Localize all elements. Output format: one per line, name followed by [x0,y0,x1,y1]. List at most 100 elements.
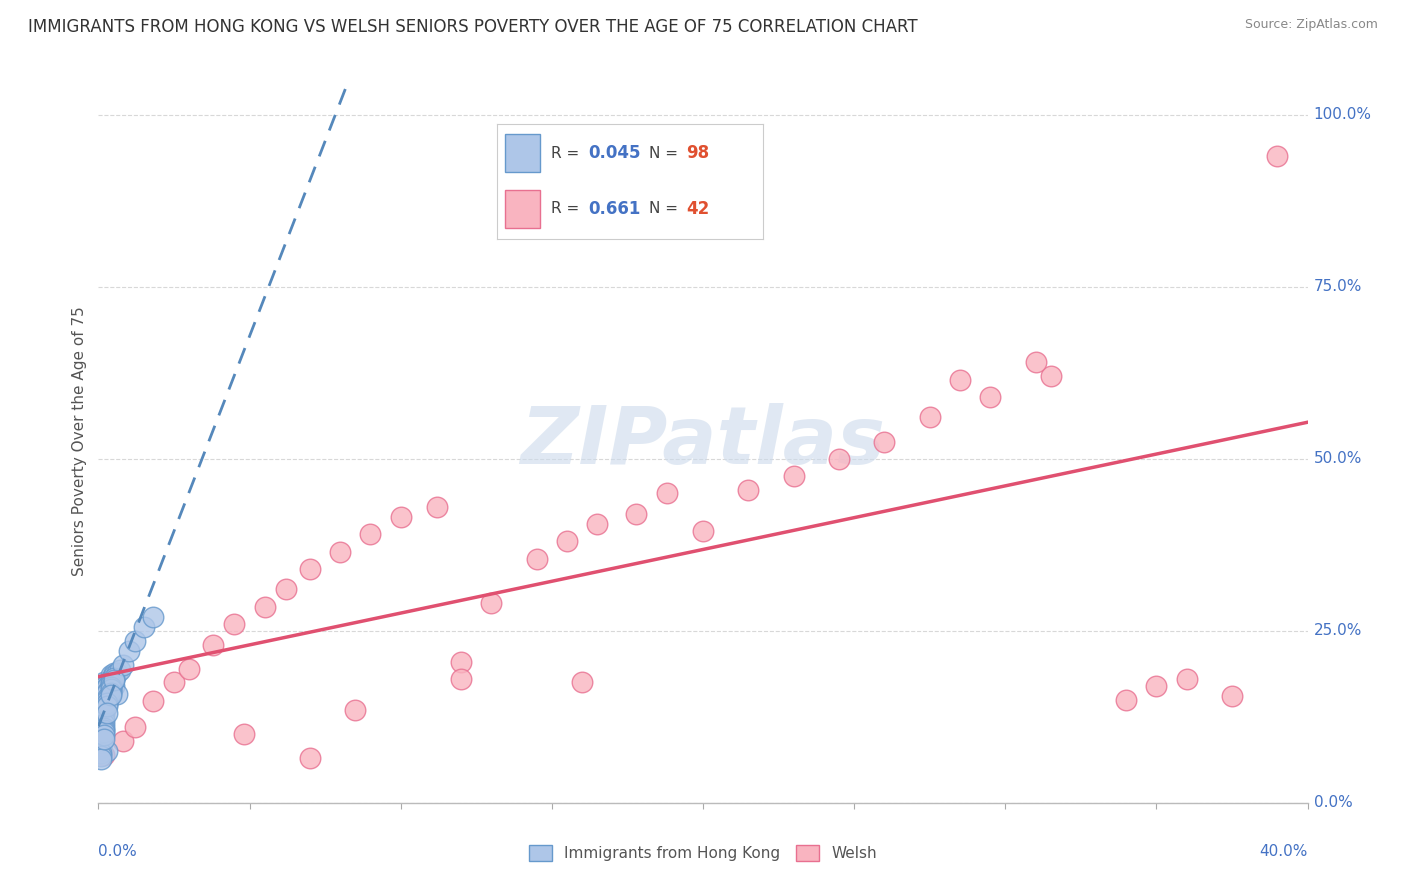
Point [100,677,122,691]
Point [93,725,115,739]
Point [1039,369,1062,384]
Point [103,670,125,684]
Point [90,746,112,760]
Point [100,673,122,688]
Point [96,680,118,694]
Point [93,728,115,742]
Text: ZIPatlas: ZIPatlas [520,402,886,481]
Point [93,723,115,737]
Point [90,752,112,766]
Point [103,679,125,693]
Point [586,517,609,532]
Point [692,524,714,538]
Point [163,675,186,690]
Point [93,721,115,735]
Point [93,697,115,711]
Point [93,692,115,706]
Point [100,680,122,694]
Point [96,699,118,714]
Text: Source: ZipAtlas.com: Source: ZipAtlas.com [1244,18,1378,31]
Point [1175,672,1198,686]
Point [93,689,115,703]
Point [103,666,125,681]
Point [96,682,118,697]
Point [90,736,112,750]
Point [202,638,225,652]
Point [555,534,578,549]
Point [93,703,115,717]
Point [90,741,112,756]
Point [100,672,122,686]
Point [100,684,122,698]
Point [96,696,118,710]
Point [100,674,122,689]
Point [655,486,678,500]
Point [90,739,112,753]
Point [274,582,297,597]
Point [90,722,112,736]
Point [360,527,382,541]
Point [90,711,112,725]
Point [90,699,112,714]
Point [100,682,122,697]
Point [124,634,146,648]
Text: 0.0%: 0.0% [98,844,138,859]
Point [111,658,134,673]
Point [93,690,115,705]
Point [1220,689,1243,703]
Point [90,706,112,721]
Point [100,675,122,690]
Point [96,680,118,694]
Point [96,694,118,708]
Point [90,727,112,741]
Point [90,710,112,724]
Point [90,716,112,731]
Point [179,662,201,676]
Text: IMMIGRANTS FROM HONG KONG VS WELSH SENIORS POVERTY OVER THE AGE OF 75 CORRELATIO: IMMIGRANTS FROM HONG KONG VS WELSH SENIO… [28,18,918,36]
Point [93,698,115,712]
Point [90,714,112,729]
Point [96,691,118,706]
Point [103,668,125,682]
Point [96,686,118,700]
Point [783,469,806,483]
Point [481,596,503,610]
Text: 25.0%: 25.0% [1313,624,1362,639]
Point [90,704,112,718]
Point [93,696,115,710]
Point [96,744,118,758]
Point [93,701,115,715]
Point [96,693,118,707]
Point [737,483,759,497]
Point [979,390,1001,404]
Point [450,655,472,669]
Point [96,681,118,695]
Point [90,731,112,745]
Point [118,644,141,658]
Legend: Immigrants from Hong Kong, Welsh: Immigrants from Hong Kong, Welsh [523,839,883,867]
Point [93,716,115,731]
Point [96,684,118,698]
Point [253,599,276,614]
Point [96,688,118,702]
Point [93,675,115,690]
Point [96,677,118,691]
Point [96,682,118,697]
Point [232,727,254,741]
Point [96,690,118,705]
Point [571,675,593,690]
Point [142,610,165,624]
Point [96,685,118,699]
Point [426,500,449,514]
Point [96,706,118,721]
Point [93,713,115,727]
Point [90,734,112,748]
Text: 75.0%: 75.0% [1313,279,1362,294]
Point [93,707,115,722]
Point [105,687,128,701]
Point [96,686,118,700]
Point [93,705,115,719]
Point [299,562,322,576]
Point [103,671,125,685]
Point [93,688,115,702]
